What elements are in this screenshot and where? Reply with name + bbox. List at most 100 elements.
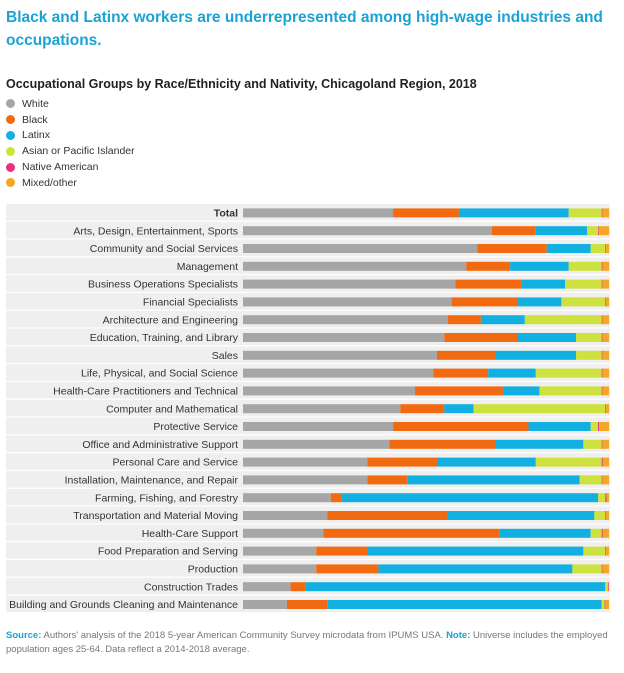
bar-segment-office-and-administrative-support-latinx bbox=[495, 439, 584, 449]
category-label-health-care-support: Health-Care Support bbox=[142, 528, 238, 540]
bar-segment-health-care-practitioners-and-technical-asian-or-pacific-islander bbox=[539, 386, 602, 396]
bar-segment-life-physical-and-social-science-black bbox=[433, 368, 489, 378]
bar-segment-office-and-administrative-support-native-american bbox=[601, 439, 603, 449]
category-label-protective-service: Protective Service bbox=[153, 421, 238, 433]
bar-segment-financial-specialists-latinx bbox=[517, 297, 562, 307]
bar-segment-installation-maintenance-and-repair-black bbox=[367, 475, 408, 485]
bar-segment-architecture-and-engineering-asian-or-pacific-islander bbox=[524, 315, 602, 325]
bar-segment-farming-fishing-and-forestry-asian-or-pacific-islander bbox=[598, 493, 606, 503]
bar-segment-total-black bbox=[393, 208, 459, 218]
bar-segment-food-preparation-and-serving-asian-or-pacific-islander bbox=[583, 546, 606, 556]
bar-segment-life-physical-and-social-science-native-american bbox=[601, 368, 603, 378]
bar-segment-sales-mixed-other bbox=[602, 350, 609, 360]
bar-segment-health-care-practitioners-and-technical-native-american bbox=[601, 386, 603, 396]
note-text: Universe includes the employed populatio… bbox=[6, 630, 608, 655]
legend-item-native-american: Native American bbox=[6, 159, 135, 175]
bar-segment-farming-fishing-and-forestry-white bbox=[243, 493, 331, 503]
bar-segment-production-native-american bbox=[601, 564, 603, 574]
bar-segment-education-training-and-library-black bbox=[444, 333, 518, 342]
bar-segment-architecture-and-engineering-latinx bbox=[480, 315, 525, 325]
category-label-arts-design-entertainment-sports: Arts, Design, Entertainment, Sports bbox=[73, 225, 238, 237]
bar-segment-transportation-and-material-moving-latinx bbox=[447, 511, 595, 520]
bar-segment-architecture-and-engineering-white bbox=[243, 315, 448, 325]
category-label-building-and-grounds-cleaning-and-maintenance: Building and Grounds Cleaning and Mainte… bbox=[9, 599, 238, 611]
bar-segment-education-training-and-library-asian-or-pacific-islander bbox=[576, 333, 602, 342]
bar-segment-arts-design-entertainment-sports-asian-or-pacific-islander bbox=[587, 226, 599, 236]
category-label-personal-care-and-service: Personal Care and Service bbox=[113, 457, 239, 469]
bar-segment-business-operations-specialists-latinx bbox=[521, 279, 566, 289]
bar-segment-total-mixed-other bbox=[602, 208, 609, 218]
bar-segment-construction-trades-native-american bbox=[607, 582, 609, 592]
chart-title: Occupational Groups by Race/Ethnicity an… bbox=[6, 77, 477, 91]
bar-segment-personal-care-and-service-white bbox=[243, 457, 368, 467]
bar-segment-total-white bbox=[243, 208, 394, 218]
legend-item-white: White bbox=[6, 96, 135, 112]
bar-segment-arts-design-entertainment-sports-white bbox=[243, 226, 492, 236]
bar-segment-personal-care-and-service-asian-or-pacific-islander bbox=[535, 457, 602, 467]
source-label: Source: bbox=[6, 630, 42, 641]
bar-segment-arts-design-entertainment-sports-mixed-other bbox=[598, 226, 609, 236]
category-label-transportation-and-material-moving: Transportation and Material Moving bbox=[73, 510, 238, 522]
bar-segment-farming-fishing-and-forestry-mixed-other bbox=[606, 493, 609, 503]
bar-segment-sales-white bbox=[243, 350, 437, 360]
category-label-food-preparation-and-serving: Food Preparation and Serving bbox=[98, 546, 238, 558]
bar-segment-production-white bbox=[243, 564, 317, 574]
bar-segment-community-and-social-services-asian-or-pacific-islander bbox=[590, 244, 606, 253]
bar-segment-personal-care-and-service-latinx bbox=[436, 457, 536, 467]
bar-segment-construction-trades-white bbox=[243, 582, 291, 592]
legend-swatch-native-american bbox=[6, 162, 15, 172]
bar-segment-transportation-and-material-moving-asian-or-pacific-islander bbox=[594, 511, 606, 520]
bar-segment-office-and-administrative-support-asian-or-pacific-islander bbox=[583, 439, 602, 449]
legend-item-black: Black bbox=[6, 112, 135, 128]
category-label-education-training-and-library: Education, Training, and Library bbox=[90, 332, 239, 344]
bar-segment-protective-service-asian-or-pacific-islander bbox=[590, 422, 599, 431]
bar-segment-food-preparation-and-serving-mixed-other bbox=[606, 546, 609, 556]
bar-segment-health-care-support-white bbox=[243, 528, 324, 538]
bar-segment-community-and-social-services-white bbox=[243, 244, 478, 253]
bar-segment-construction-trades-black bbox=[290, 582, 306, 592]
bar-segment-protective-service-black bbox=[393, 422, 529, 431]
bar-segment-building-and-grounds-cleaning-and-maintenance-black bbox=[286, 600, 328, 609]
bar-segment-total-latinx bbox=[458, 208, 569, 218]
bar-segment-computer-and-mathematical-white bbox=[243, 404, 401, 414]
bar-segment-building-and-grounds-cleaning-and-maintenance-white bbox=[243, 600, 287, 609]
bar-segment-life-physical-and-social-science-asian-or-pacific-islander bbox=[535, 368, 602, 378]
bar-segment-health-care-support-mixed-other bbox=[602, 528, 609, 538]
bar-segment-sales-asian-or-pacific-islander bbox=[576, 350, 602, 360]
bar-segment-life-physical-and-social-science-mixed-other bbox=[602, 368, 609, 378]
bar-segment-office-and-administrative-support-black bbox=[389, 439, 496, 449]
bar-segment-protective-service-mixed-other bbox=[599, 422, 609, 431]
bar-segment-installation-maintenance-and-repair-latinx bbox=[407, 475, 580, 485]
legend-item-latinx: Latinx bbox=[6, 128, 135, 144]
legend-label: Mixed/other bbox=[22, 176, 77, 189]
stacked-bar-chart: Total Arts, Design, Entertainment, Sports… bbox=[6, 204, 610, 613]
bar-segment-personal-care-and-service-native-american bbox=[601, 457, 603, 467]
bar-segment-installation-maintenance-and-repair-native-american bbox=[601, 475, 603, 485]
bar-segment-food-preparation-and-serving-white bbox=[243, 546, 317, 556]
bar-segment-building-and-grounds-cleaning-and-maintenance-native-american bbox=[604, 600, 606, 609]
category-label-life-physical-and-social-science: Life, Physical, and Social Science bbox=[81, 368, 238, 380]
bar-segment-management-asian-or-pacific-islander bbox=[568, 261, 602, 271]
legend-swatch-asian-or-pacific-islander bbox=[6, 146, 15, 156]
bar-segment-management-native-american bbox=[601, 261, 603, 271]
category-label-community-and-social-services: Community and Social Services bbox=[90, 243, 238, 255]
bar-segment-office-and-administrative-support-mixed-other bbox=[602, 439, 609, 449]
bar-segment-production-latinx bbox=[378, 564, 573, 574]
bar-segment-installation-maintenance-and-repair-mixed-other bbox=[602, 475, 609, 485]
bar-segment-management-white bbox=[243, 261, 467, 271]
bar-segment-management-mixed-other bbox=[602, 261, 609, 271]
bar-segment-computer-and-mathematical-latinx bbox=[444, 404, 474, 414]
bar-segment-production-mixed-other bbox=[602, 564, 609, 574]
bar-segment-health-care-support-asian-or-pacific-islander bbox=[590, 528, 602, 538]
legend-item-asian-or-pacific-islander: Asian or Pacific Islander bbox=[6, 143, 135, 159]
bar-segment-health-care-support-native-american bbox=[601, 528, 603, 538]
bar-segment-installation-maintenance-and-repair-white bbox=[243, 475, 368, 485]
bar-segment-installation-maintenance-and-repair-asian-or-pacific-islander bbox=[579, 475, 602, 485]
bar-segment-arts-design-entertainment-sports-black bbox=[491, 226, 536, 236]
bar-segment-sales-black bbox=[436, 350, 496, 360]
bar-segment-personal-care-and-service-black bbox=[367, 457, 437, 467]
bar-segment-financial-specialists-native-american bbox=[605, 297, 607, 307]
category-label-total: Total bbox=[214, 208, 238, 220]
category-label-construction-trades: Construction Trades bbox=[144, 581, 238, 593]
legend-label: Native American bbox=[22, 161, 99, 174]
